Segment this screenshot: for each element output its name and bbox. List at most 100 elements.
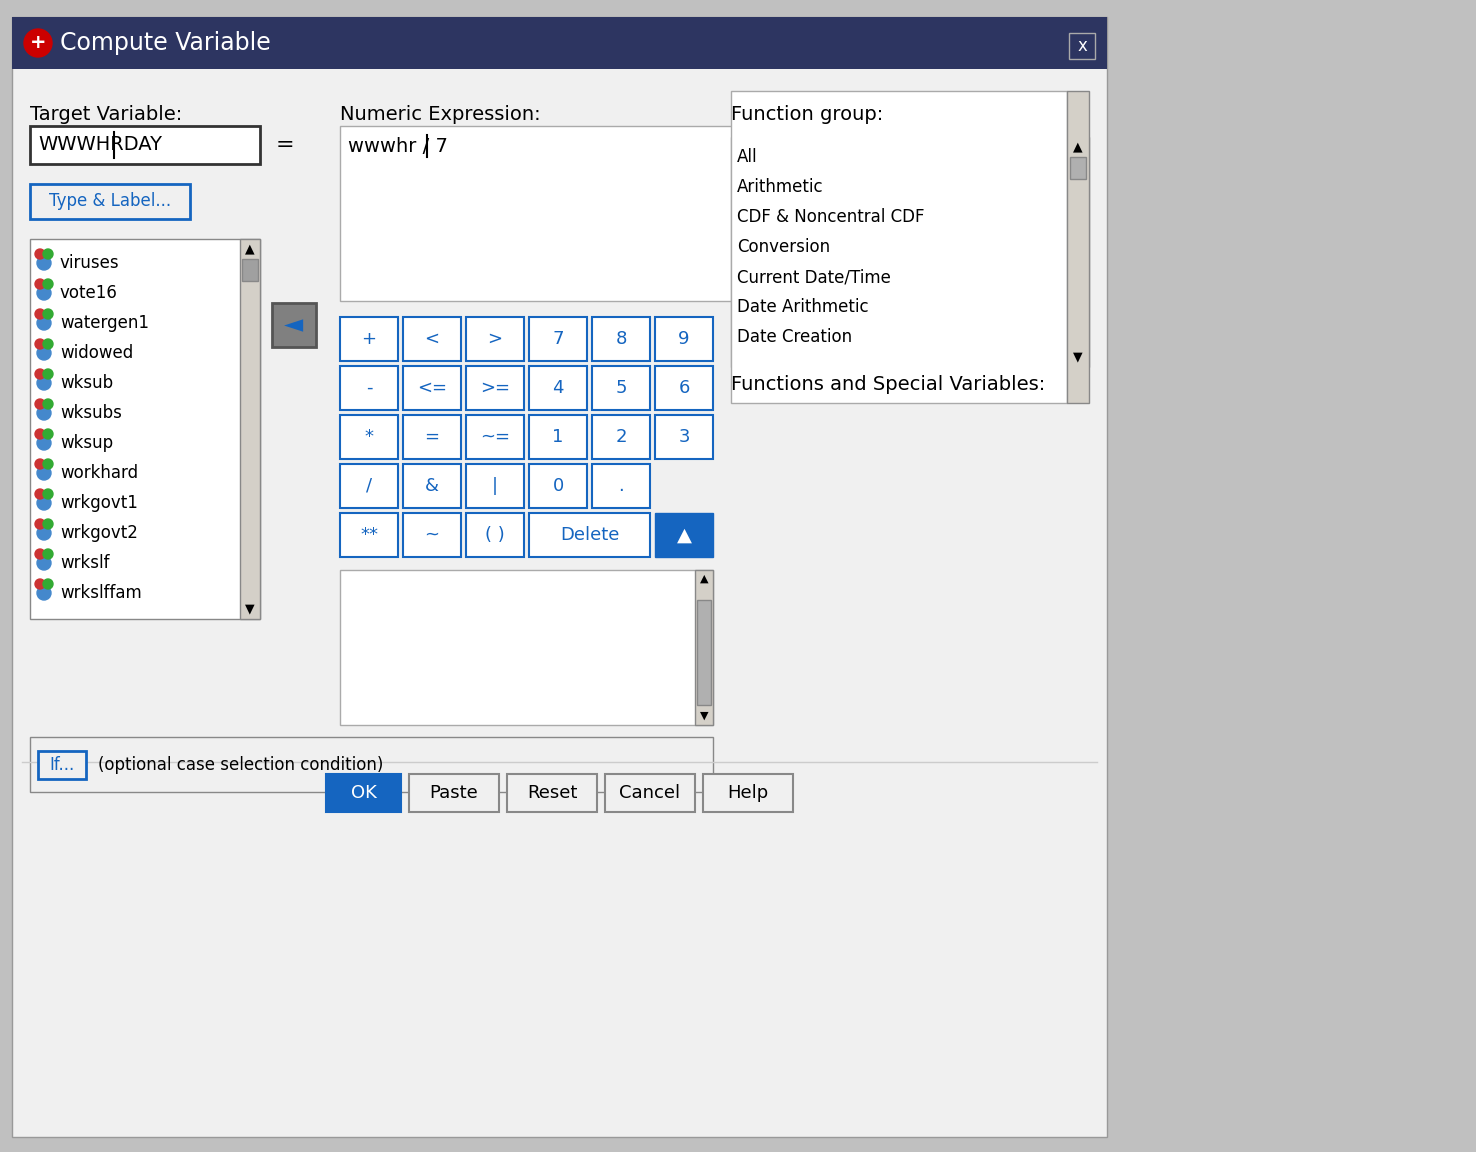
- Text: All: All: [737, 147, 757, 166]
- Text: vote16: vote16: [61, 285, 118, 302]
- Bar: [242, 259, 258, 281]
- Text: =: =: [276, 135, 294, 156]
- Bar: [605, 774, 695, 812]
- Text: 4: 4: [552, 379, 564, 397]
- Bar: [655, 366, 713, 410]
- Bar: [30, 737, 713, 793]
- Bar: [326, 774, 401, 812]
- Text: ▲: ▲: [700, 574, 708, 584]
- Circle shape: [37, 586, 52, 600]
- Circle shape: [35, 579, 44, 589]
- Text: Function group:: Function group:: [731, 105, 883, 124]
- Text: <=: <=: [418, 379, 447, 397]
- Text: /: /: [366, 477, 372, 495]
- Text: OK: OK: [351, 785, 376, 802]
- Bar: [697, 600, 711, 705]
- Text: wksup: wksup: [61, 434, 114, 452]
- Circle shape: [43, 339, 53, 349]
- Text: widowed: widowed: [61, 344, 133, 362]
- Bar: [403, 513, 461, 558]
- Bar: [339, 415, 399, 458]
- Text: &: &: [425, 477, 438, 495]
- Bar: [528, 513, 649, 558]
- Bar: [38, 750, 86, 779]
- Text: watergen1: watergen1: [61, 314, 149, 332]
- Circle shape: [43, 279, 53, 289]
- Text: wksub: wksub: [61, 374, 114, 392]
- Text: 3: 3: [679, 429, 689, 446]
- Text: ▲: ▲: [676, 525, 691, 545]
- Text: (optional case selection condition): (optional case selection condition): [97, 756, 384, 773]
- Text: ▼: ▼: [1073, 350, 1083, 364]
- Bar: [655, 513, 713, 558]
- Bar: [30, 126, 260, 164]
- Text: ◄: ◄: [285, 313, 304, 338]
- Text: wrkslffam: wrkslffam: [61, 584, 142, 602]
- Bar: [12, 17, 1107, 1137]
- Bar: [409, 774, 499, 812]
- Text: Date Creation: Date Creation: [737, 328, 852, 346]
- Bar: [1067, 137, 1089, 367]
- Circle shape: [37, 286, 52, 300]
- Circle shape: [43, 369, 53, 379]
- Circle shape: [37, 316, 52, 329]
- Circle shape: [43, 429, 53, 439]
- Circle shape: [37, 376, 52, 391]
- Text: 5: 5: [615, 379, 627, 397]
- Text: Arithmetic: Arithmetic: [737, 179, 824, 196]
- Text: |: |: [492, 477, 497, 495]
- Text: Functions and Special Variables:: Functions and Special Variables:: [731, 376, 1045, 394]
- Circle shape: [43, 399, 53, 409]
- Bar: [592, 317, 649, 361]
- Bar: [466, 366, 524, 410]
- Circle shape: [37, 406, 52, 420]
- Bar: [506, 774, 596, 812]
- Bar: [12, 17, 1107, 69]
- Circle shape: [43, 488, 53, 499]
- Text: >: >: [487, 329, 502, 348]
- Text: Numeric Expression:: Numeric Expression:: [339, 105, 540, 124]
- Bar: [466, 317, 524, 361]
- Bar: [30, 238, 260, 619]
- Text: ( ): ( ): [486, 526, 505, 544]
- Text: =: =: [425, 429, 440, 446]
- Bar: [655, 317, 713, 361]
- Bar: [703, 774, 793, 812]
- Text: Help: Help: [728, 785, 769, 802]
- Bar: [1067, 91, 1089, 403]
- Bar: [466, 513, 524, 558]
- Bar: [403, 464, 461, 508]
- Circle shape: [37, 256, 52, 270]
- Circle shape: [35, 399, 44, 409]
- Text: ▲: ▲: [1073, 141, 1083, 153]
- Circle shape: [35, 369, 44, 379]
- Text: <: <: [425, 329, 440, 348]
- Text: +: +: [362, 329, 376, 348]
- Text: Date Arithmetic: Date Arithmetic: [737, 298, 868, 316]
- Text: 6: 6: [679, 379, 689, 397]
- Text: wrkslf: wrkslf: [61, 554, 109, 573]
- Text: wwwhr / 7: wwwhr / 7: [348, 136, 447, 156]
- Circle shape: [35, 309, 44, 319]
- Bar: [731, 91, 1067, 403]
- Text: If...: If...: [49, 756, 75, 773]
- Text: 7: 7: [552, 329, 564, 348]
- Circle shape: [37, 346, 52, 359]
- Bar: [339, 126, 1072, 301]
- Circle shape: [24, 29, 52, 56]
- Bar: [1069, 33, 1095, 59]
- Text: Target Variable:: Target Variable:: [30, 105, 182, 124]
- Circle shape: [43, 579, 53, 589]
- Circle shape: [35, 429, 44, 439]
- Bar: [272, 303, 316, 347]
- Text: wrkgovt1: wrkgovt1: [61, 494, 137, 511]
- Text: +: +: [30, 33, 46, 53]
- Circle shape: [37, 435, 52, 450]
- Text: 8: 8: [615, 329, 627, 348]
- Circle shape: [35, 550, 44, 559]
- Text: 2: 2: [615, 429, 627, 446]
- Text: workhard: workhard: [61, 464, 139, 482]
- Text: ~: ~: [425, 526, 440, 544]
- Text: wksubs: wksubs: [61, 404, 123, 422]
- Circle shape: [35, 339, 44, 349]
